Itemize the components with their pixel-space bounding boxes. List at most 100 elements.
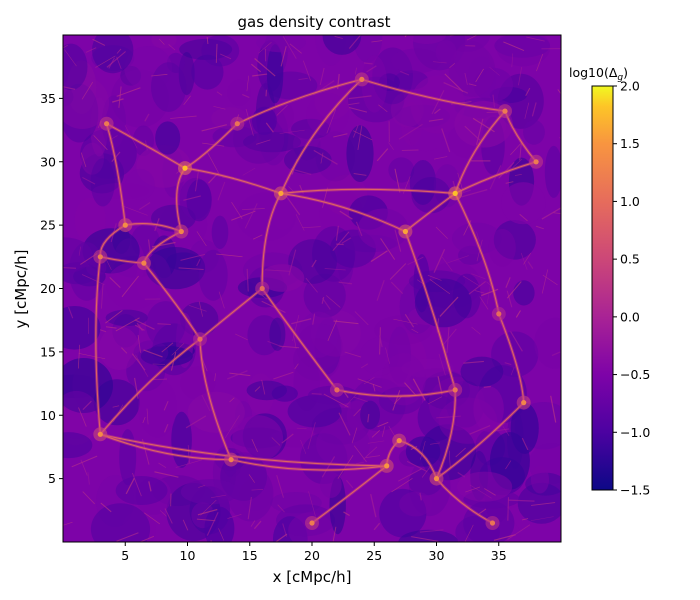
web-strand — [134, 319, 155, 330]
filament — [280, 188, 456, 194]
web-strand — [392, 390, 401, 411]
web-strand — [231, 210, 256, 221]
filament — [404, 231, 456, 391]
void-region — [266, 44, 284, 104]
filament — [435, 389, 456, 479]
web-strand — [185, 415, 207, 429]
web-strand — [475, 68, 484, 83]
void-region — [534, 317, 561, 369]
filament — [311, 465, 388, 524]
web-strand — [64, 49, 77, 67]
web-strand — [348, 106, 368, 113]
void-region — [411, 177, 451, 214]
web-strand — [494, 428, 510, 432]
void-region — [513, 280, 535, 306]
web-strand — [106, 51, 126, 68]
web-strand — [154, 471, 179, 478]
y-tick-label: 5 — [48, 471, 56, 486]
web-strand — [244, 203, 258, 229]
web-strand — [294, 363, 299, 370]
void-region — [204, 506, 235, 542]
void-region — [391, 48, 442, 74]
web-strand — [63, 86, 76, 91]
web-strand — [254, 58, 276, 77]
colorbar: −1.5 −1.0 −0.5 0.0 0.5 1.0 1.5 2.0 log10(Δg) — [569, 65, 650, 498]
web-strand — [82, 400, 92, 410]
density-peak — [182, 165, 188, 171]
web-strand — [121, 205, 148, 216]
web-strand — [449, 63, 456, 69]
web-strand — [367, 414, 370, 423]
void-region — [191, 54, 224, 90]
void-region — [98, 326, 140, 371]
web-strand — [115, 317, 140, 332]
colorbar-tick-label: −1.5 — [620, 483, 650, 498]
web-strand — [77, 344, 81, 369]
web-strand — [321, 456, 336, 478]
web-strand — [253, 520, 262, 530]
web-strand — [109, 276, 121, 289]
web-strand — [214, 373, 216, 382]
web-strand — [489, 67, 500, 76]
web-strand — [371, 40, 383, 43]
web-strand — [116, 532, 139, 542]
web-strand — [464, 125, 481, 141]
filament — [454, 193, 500, 314]
y-tick-label: 25 — [40, 218, 56, 233]
web-strand — [530, 516, 554, 521]
web-strand — [521, 518, 529, 521]
void-region — [106, 262, 161, 310]
web-strand — [466, 35, 478, 41]
density-heatmap — [63, 35, 561, 542]
web-strand — [469, 484, 492, 499]
web-strand — [475, 118, 484, 145]
web-strand — [352, 130, 373, 141]
void-region — [186, 179, 212, 222]
web-strand — [78, 353, 106, 359]
web-strand — [280, 46, 287, 67]
void-region — [316, 421, 370, 467]
void-region — [198, 249, 228, 301]
web-strand — [553, 212, 561, 214]
web-strand — [290, 168, 312, 175]
web-strand — [197, 508, 218, 516]
web-strand — [357, 125, 363, 150]
web-strand — [322, 297, 331, 310]
void-region — [239, 478, 272, 511]
web-strand — [474, 290, 485, 294]
web-strand — [164, 508, 173, 524]
web-strand — [365, 455, 381, 458]
web-strand — [71, 455, 98, 468]
void-region — [151, 35, 177, 49]
x-tick-label: 30 — [429, 548, 445, 563]
void-region — [236, 192, 296, 241]
filament — [95, 256, 101, 435]
web-strand — [353, 396, 368, 403]
web-strand — [443, 82, 469, 94]
web-strand — [144, 512, 161, 525]
void-region — [494, 35, 550, 58]
web-strand — [389, 263, 407, 280]
web-strand — [371, 430, 380, 438]
void-region — [414, 278, 472, 328]
void-region — [448, 43, 496, 97]
web-strand — [344, 351, 362, 358]
web-strand — [157, 323, 171, 326]
web-strand — [250, 520, 256, 527]
web-strand — [216, 253, 243, 258]
filament — [199, 339, 232, 460]
web-strand — [276, 104, 288, 116]
web-strand — [276, 475, 284, 498]
x-tick-label: 35 — [491, 548, 507, 563]
void-region — [63, 432, 93, 459]
web-strand — [326, 108, 337, 134]
web-strand — [242, 93, 250, 99]
web-strand — [399, 70, 410, 76]
web-strand — [92, 38, 106, 46]
web-strand — [252, 73, 268, 77]
web-strand — [332, 231, 350, 252]
web-strand — [433, 249, 446, 273]
web-strand — [557, 89, 561, 95]
web-strand — [67, 306, 74, 319]
web-strand — [483, 385, 491, 388]
